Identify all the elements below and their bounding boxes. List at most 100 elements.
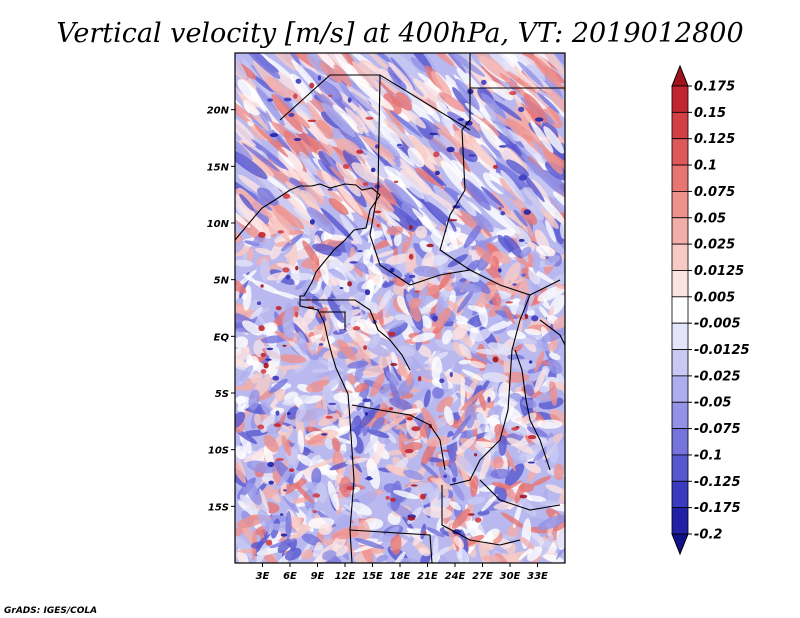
field-cell — [544, 86, 565, 118]
field-cell — [269, 538, 297, 549]
field-cell — [506, 298, 521, 306]
field-cell — [321, 170, 335, 189]
field-cell — [250, 372, 263, 384]
field-cell — [498, 434, 507, 456]
field-cell — [514, 482, 526, 504]
field-cell — [327, 296, 345, 324]
field-cell — [318, 524, 333, 535]
field-cell — [460, 269, 480, 283]
field-cell — [235, 94, 255, 128]
border-north-2 — [377, 74, 381, 191]
colorbar-label: -0.005 — [694, 317, 741, 332]
field-cell — [451, 482, 465, 501]
field-cell — [449, 457, 458, 478]
field-cell — [451, 508, 471, 529]
field-core — [266, 347, 274, 351]
field-cell — [320, 207, 354, 241]
field-cell — [389, 203, 419, 226]
field-cell — [252, 74, 274, 93]
field-cell — [552, 191, 565, 212]
field-cell — [339, 476, 352, 498]
field-core — [328, 402, 337, 405]
colorbar-label: 0.175 — [694, 80, 735, 95]
field-cell — [379, 290, 391, 310]
field-cell — [459, 146, 478, 163]
field-core — [364, 412, 368, 416]
field-core — [474, 453, 478, 457]
field-cell — [235, 275, 247, 294]
field-cell — [322, 393, 328, 420]
colorbar: 0.175 0.15 0.125 0.1 0.075 0.05 0.025 0.0125 0.0… — [671, 64, 750, 556]
field-cell — [315, 368, 342, 378]
field-cell — [462, 177, 491, 211]
field-core — [317, 75, 322, 81]
field-cell — [275, 365, 303, 370]
field-cell — [467, 305, 487, 313]
field-cell — [522, 173, 545, 203]
field-core — [363, 345, 367, 350]
field-core — [481, 79, 487, 85]
field-cell — [274, 213, 296, 233]
border-south-2 — [441, 485, 521, 546]
field-core — [408, 274, 416, 279]
field-cell — [254, 247, 274, 256]
border-lake — [514, 349, 551, 471]
field-cell — [290, 515, 302, 529]
field-cell — [466, 524, 490, 546]
colorbar-swatch — [671, 454, 689, 482]
field-cell — [278, 354, 307, 364]
field-cell — [371, 417, 385, 432]
field-cell — [538, 305, 550, 320]
field-cell — [407, 387, 428, 408]
field-cell — [352, 61, 383, 92]
field-cell — [351, 162, 379, 184]
field-cell — [513, 209, 528, 227]
field-cell — [451, 324, 469, 341]
border-south-1 — [351, 404, 446, 471]
field-cell — [408, 101, 435, 126]
field-cell — [431, 356, 443, 385]
field-cell — [420, 523, 427, 540]
field-cell — [432, 386, 445, 399]
field-cell — [381, 220, 393, 247]
field-core — [492, 356, 499, 363]
colorbar-label: 0.0125 — [694, 264, 744, 279]
field-cell — [235, 94, 256, 121]
field-cell — [328, 197, 349, 215]
field-cell — [400, 175, 425, 200]
colorbar-swatch — [671, 217, 689, 245]
field-cell — [466, 351, 493, 365]
field-cell — [270, 217, 290, 240]
field-cell — [404, 442, 423, 451]
field-cell — [283, 493, 295, 504]
field-cell — [431, 71, 452, 98]
colorbar-label: 0.125 — [694, 132, 735, 147]
field-core — [443, 474, 447, 478]
field-cell — [257, 509, 274, 533]
field-cell — [241, 320, 263, 336]
field-cell — [455, 314, 470, 325]
colorbar-swatch — [671, 138, 689, 166]
field-cell — [334, 261, 357, 282]
field-cell — [477, 510, 490, 516]
field-cell — [263, 434, 279, 453]
field-cell — [311, 368, 330, 373]
field-core — [448, 219, 458, 222]
field-cell — [545, 220, 557, 243]
colorbar-bottom-arrow — [671, 533, 689, 556]
field-core — [265, 358, 272, 361]
field-cell — [254, 413, 262, 426]
field-cell — [366, 157, 389, 179]
field-core — [518, 238, 525, 242]
field-cell — [491, 292, 502, 307]
field-cell — [470, 114, 490, 130]
field-core — [423, 531, 427, 535]
field-cell — [436, 396, 454, 413]
field-core — [260, 352, 266, 357]
field-cell — [345, 457, 369, 465]
field-core — [390, 497, 396, 502]
field-cell — [266, 153, 286, 169]
field-cell — [422, 506, 453, 519]
field-cell — [517, 61, 544, 88]
field-cell — [479, 122, 505, 153]
